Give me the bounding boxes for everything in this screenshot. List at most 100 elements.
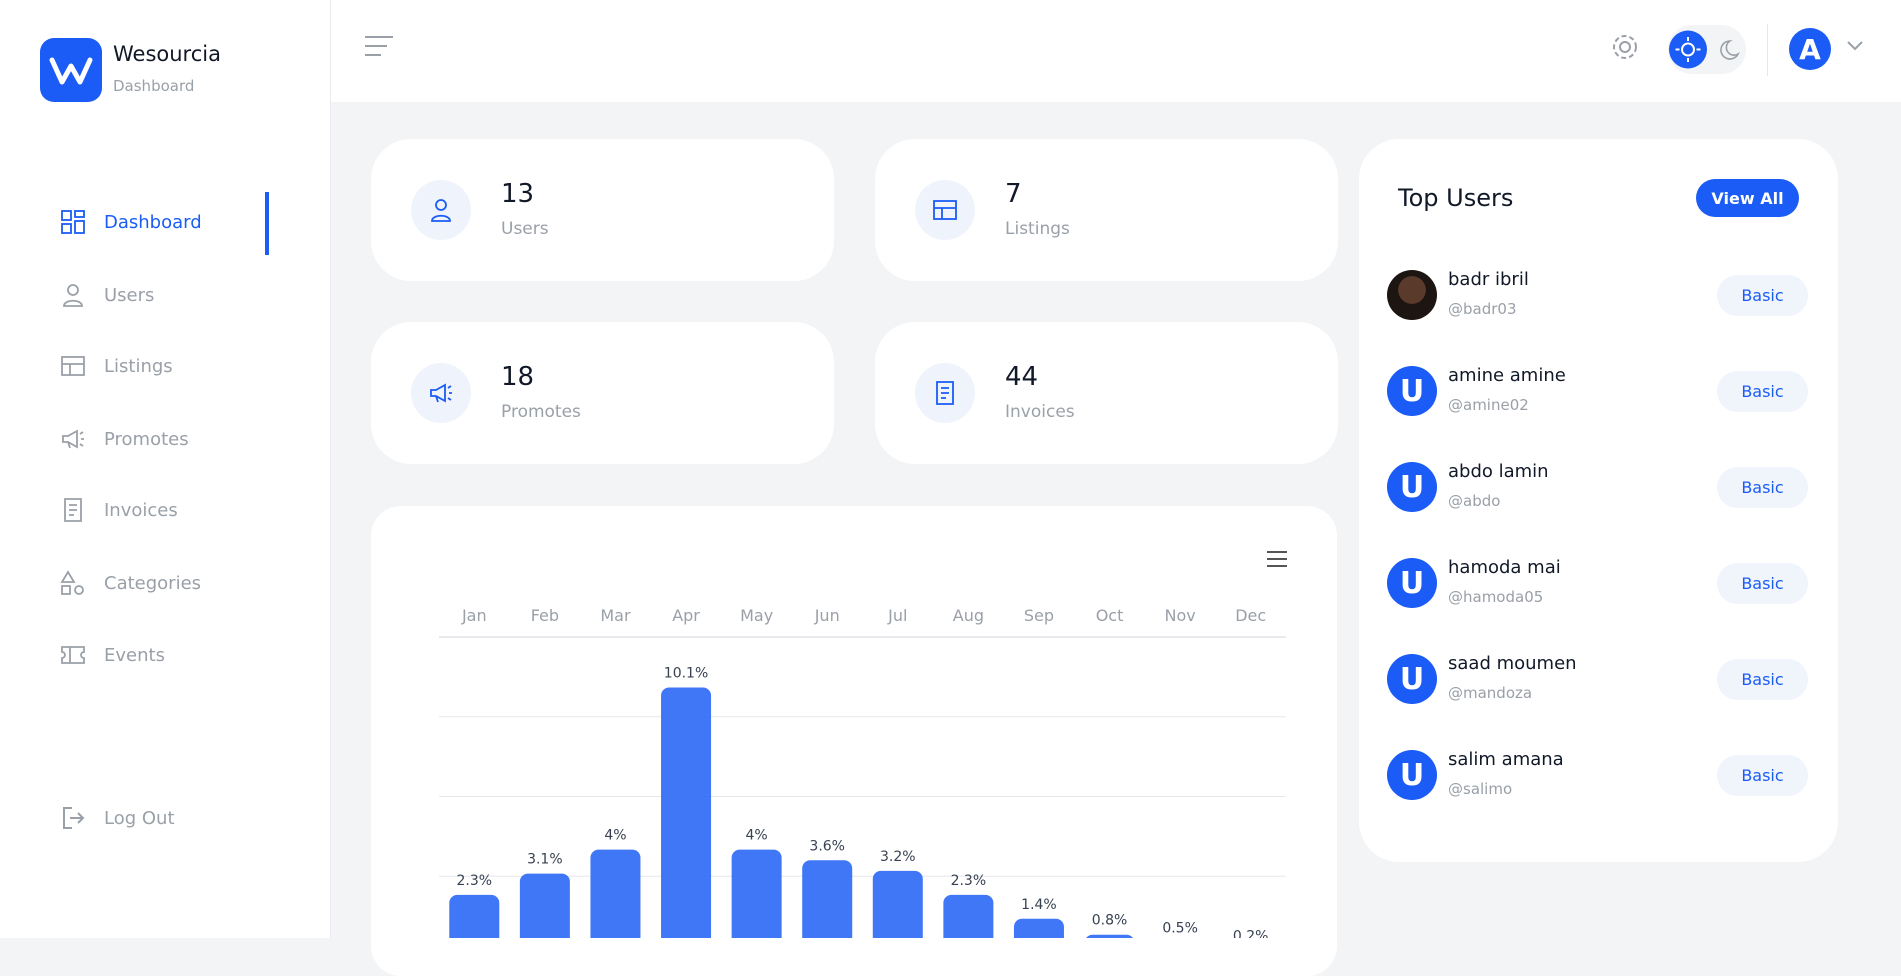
bar [590,849,641,956]
data-label: 4% [604,828,626,844]
nav-icon [61,646,85,664]
user-handle: @hamoda05 [1448,588,1544,606]
user-plan[interactable]: Basic [1717,659,1808,700]
user-row[interactable]: U salim amana @salimo Basic [1384,745,1812,805]
nav-icon [62,429,84,449]
stat-icon-glyph [933,200,957,220]
user-name: saad moumen [1448,653,1577,674]
x-tick-label: Jan [461,606,487,625]
nav-item[interactable]: Listings [60,351,173,381]
chart: Jan 2.3% Feb 3.1% Mar 4% Apr 10.1% May 4% Jun 3.6% J… [439,551,1287,957]
nav-label: Promotes [104,428,189,450]
bar [872,870,923,956]
logo[interactable] [40,38,102,102]
user-handle: @mandoza [1448,684,1533,702]
user-name: hamoda mai [1448,557,1561,578]
data-label: 2.3% [457,873,493,889]
x-tick-label: Jul [887,606,907,625]
sidebar: Wesourcia Dashboard Log Out Dashboard Us… [0,0,331,938]
nav-item[interactable]: Categories [60,568,201,598]
user-row[interactable]: U abdo lamin @abdo Basic [1384,457,1812,517]
data-label: 10.1% [664,666,708,682]
user-plan[interactable]: Basic [1717,467,1808,508]
data-label: 3.2% [880,849,916,865]
logo-icon [49,57,93,85]
x-tick-label: Mar [600,606,631,625]
header-avatar[interactable]: A [1789,28,1831,70]
user-plan[interactable]: Basic [1717,563,1808,604]
stat-card: 13 Users [371,139,834,281]
logout[interactable]: Log Out [60,803,175,833]
x-tick-label: Jun [814,606,840,625]
user-avatar: U [1387,558,1437,608]
stat-value: 44 [1005,362,1039,392]
user-name: badr ibril [1448,269,1529,290]
bar [943,894,994,956]
user-avatar: U [1387,366,1437,416]
user-row[interactable]: badr ibril @badr03 Basic [1384,265,1812,325]
nav-label: Listings [104,355,173,377]
user-name: abdo lamin [1448,461,1549,482]
stat-label: Listings [1005,219,1070,239]
user-name: amine amine [1448,365,1566,386]
data-label: 0.5% [1162,921,1198,937]
user-row[interactable]: U amine amine @amine02 Basic [1384,361,1812,421]
nav-label: Invoices [104,499,178,521]
nav-icon [61,356,85,376]
nav-label: Events [104,644,165,666]
x-tick-label: May [740,606,773,625]
stat-card: 18 Promotes [371,322,834,464]
nav-label: Users [104,284,155,306]
nav-icon [63,284,83,307]
x-tick-label: Sep [1024,606,1054,625]
menu-toggle[interactable] [364,35,394,57]
view-all-button[interactable]: View All [1696,179,1799,217]
nav-item[interactable]: Promotes [60,424,189,454]
x-tick-label: Feb [531,606,559,625]
stat-icon-glyph [936,381,954,405]
stat-label: Users [501,219,549,239]
nav-item[interactable]: Events [60,640,165,670]
bar [449,894,500,956]
user-plan[interactable]: Basic [1717,371,1808,412]
x-tick-label: Nov [1165,606,1196,625]
bar [731,849,782,956]
user-handle: @abdo [1448,492,1501,510]
active-indicator [265,192,269,255]
stat-value: 18 [501,362,535,392]
theme-toggle[interactable] [1668,25,1746,74]
nav-item[interactable]: Dashboard [60,207,202,237]
bar [661,687,712,956]
user-row[interactable]: U saad moumen @mandoza Basic [1384,649,1812,709]
user-plan[interactable]: Basic [1717,275,1808,316]
nav-item[interactable]: Users [60,280,154,310]
user-name: salim amana [1448,749,1564,770]
nav-item[interactable]: Invoices [60,495,178,525]
bar [519,873,570,956]
nav-icon [61,210,85,234]
stat-value: 13 [501,179,535,209]
x-tick-label: Oct [1096,606,1124,625]
data-label: 3.1% [527,852,563,868]
nav-icon [60,570,84,595]
nav-icon [64,498,82,522]
user-handle: @salimo [1448,780,1513,798]
chevron[interactable] [1846,40,1864,52]
brand-name: Wesourcia [113,42,221,66]
chart-menu[interactable] [1267,551,1287,567]
stat-icon [915,363,975,423]
user-handle: @badr03 [1448,300,1517,318]
x-tick-label: Aug [953,606,984,625]
x-tick-label: Apr [672,606,700,625]
user-row[interactable]: U hamoda mai @hamoda05 Basic [1384,553,1812,613]
stat-icon [915,180,975,240]
data-label: 4% [746,828,768,844]
stat-value: 7 [1005,179,1022,209]
settings-icon[interactable] [1611,33,1639,61]
stat-icon [411,180,471,240]
logout-icon [63,807,85,829]
user-plan[interactable]: Basic [1717,755,1808,796]
top-users-title: Top Users [1398,184,1514,212]
brand-subtitle: Dashboard [113,77,195,95]
